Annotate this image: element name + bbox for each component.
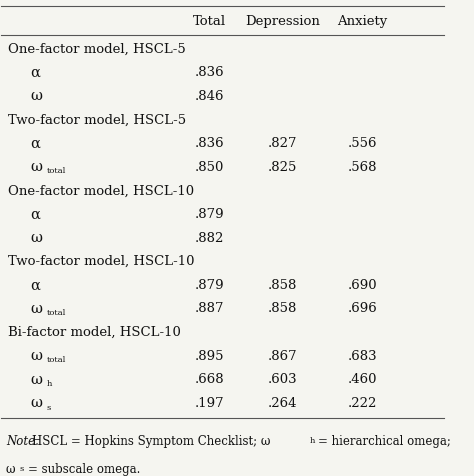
Text: .827: .827	[268, 137, 298, 150]
Text: .690: .690	[347, 279, 377, 292]
Text: total: total	[46, 167, 66, 175]
Text: ω: ω	[30, 349, 42, 363]
Text: .696: .696	[347, 302, 377, 316]
Text: α: α	[30, 208, 40, 221]
Text: ω: ω	[30, 160, 42, 174]
Text: ω: ω	[30, 302, 42, 316]
Text: = hierarchical omega;: = hierarchical omega;	[318, 435, 451, 448]
Text: Two-factor model, HSCL-5: Two-factor model, HSCL-5	[8, 113, 186, 127]
Text: s: s	[20, 466, 24, 473]
Text: Two-factor model, HSCL-10: Two-factor model, HSCL-10	[8, 255, 194, 268]
Text: .879: .879	[195, 208, 224, 221]
Text: .895: .895	[195, 350, 224, 363]
Text: .850: .850	[195, 161, 224, 174]
Text: .460: .460	[348, 373, 377, 387]
Text: ω: ω	[30, 89, 42, 103]
Text: Bi-factor model, HSCL-10: Bi-factor model, HSCL-10	[8, 326, 181, 339]
Text: HSCL = Hopkins Symptom Checklist; ω: HSCL = Hopkins Symptom Checklist; ω	[31, 435, 270, 448]
Text: .867: .867	[268, 350, 298, 363]
Text: h: h	[46, 380, 52, 388]
Text: α: α	[30, 137, 40, 150]
Text: Note.: Note.	[6, 435, 39, 448]
Text: Total: Total	[193, 15, 226, 29]
Text: .836: .836	[195, 66, 224, 79]
Text: = subscale omega.: = subscale omega.	[28, 463, 140, 476]
Text: ω: ω	[30, 397, 42, 410]
Text: .222: .222	[348, 397, 377, 410]
Text: One-factor model, HSCL-5: One-factor model, HSCL-5	[8, 42, 186, 56]
Text: .825: .825	[268, 161, 297, 174]
Text: .603: .603	[268, 373, 298, 387]
Text: .879: .879	[195, 279, 224, 292]
Text: .568: .568	[348, 161, 377, 174]
Text: Anxiety: Anxiety	[337, 15, 388, 29]
Text: One-factor model, HSCL-10: One-factor model, HSCL-10	[8, 184, 194, 198]
Text: .668: .668	[195, 373, 224, 387]
Text: h: h	[310, 437, 315, 445]
Text: α: α	[30, 278, 40, 292]
Text: .846: .846	[195, 90, 224, 103]
Text: .264: .264	[268, 397, 298, 410]
Text: Depression: Depression	[245, 15, 320, 29]
Text: total: total	[46, 356, 66, 364]
Text: s: s	[46, 404, 51, 412]
Text: ω: ω	[6, 463, 16, 476]
Text: .858: .858	[268, 302, 297, 316]
Text: .683: .683	[347, 350, 377, 363]
Text: .887: .887	[195, 302, 224, 316]
Text: .858: .858	[268, 279, 297, 292]
Text: total: total	[46, 309, 66, 317]
Text: ω: ω	[30, 231, 42, 245]
Text: .836: .836	[195, 137, 224, 150]
Text: .882: .882	[195, 231, 224, 245]
Text: ω: ω	[30, 373, 42, 387]
Text: .556: .556	[348, 137, 377, 150]
Text: .197: .197	[195, 397, 224, 410]
Text: α: α	[30, 66, 40, 79]
